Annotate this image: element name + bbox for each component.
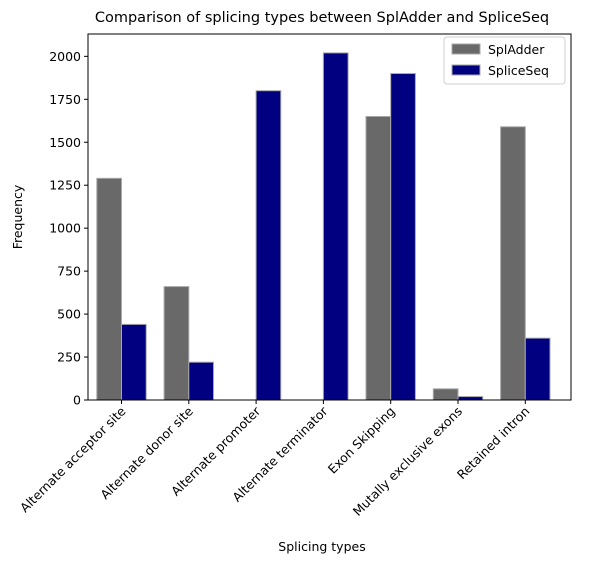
x-axis-label: Splicing types	[278, 539, 365, 554]
x-tick-label: Alternate acceptor site	[17, 403, 129, 515]
bar-spladder-6	[500, 126, 526, 401]
bar-spliceseq-0	[121, 323, 147, 401]
legend-label-spliceseq: SpliceSeq	[488, 63, 549, 78]
y-tick-label: 0	[73, 393, 81, 408]
bars-group	[96, 52, 551, 401]
y-axis: 0 250 500 750 1000 1250 1500 1750 2000	[49, 49, 88, 408]
bar-spladder-5	[432, 388, 459, 401]
bar-spliceseq-6	[524, 337, 551, 401]
y-axis-label: Frequency	[10, 184, 25, 249]
bar-spladder-1	[163, 286, 190, 401]
bar-spladder-0	[96, 177, 123, 401]
legend-swatch-spliceseq	[451, 64, 481, 76]
bar-spliceseq-2	[255, 90, 282, 401]
y-tick-label: 1000	[49, 221, 81, 236]
y-tick-label: 250	[57, 350, 81, 365]
x-tick-label: Exon Skipping	[325, 404, 398, 477]
y-tick-label: 1250	[49, 178, 81, 193]
y-tick-label: 500	[57, 307, 81, 322]
y-tick-label: 750	[57, 264, 81, 279]
bar-spliceseq-5	[457, 396, 484, 401]
y-tick-label: 2000	[49, 49, 81, 64]
legend-swatch-spladder	[451, 43, 481, 55]
x-tick-label: Mutally exclusive exons	[350, 404, 465, 519]
chart-title: Comparison of splicing types between Spl…	[95, 10, 549, 26]
legend-label-spladder: SplAdder	[488, 42, 545, 57]
y-tick-label: 1500	[49, 135, 81, 150]
bar-spliceseq-1	[188, 361, 215, 401]
legend: SplAdder SpliceSeq	[443, 36, 566, 85]
bar-spliceseq-3	[322, 52, 349, 401]
bar-spliceseq-4	[390, 73, 416, 401]
x-tick-label: Retained intron	[454, 404, 533, 483]
bar-spladder-4	[365, 115, 392, 401]
y-tick-label: 1750	[49, 92, 81, 107]
plot-frame	[87, 33, 572, 401]
